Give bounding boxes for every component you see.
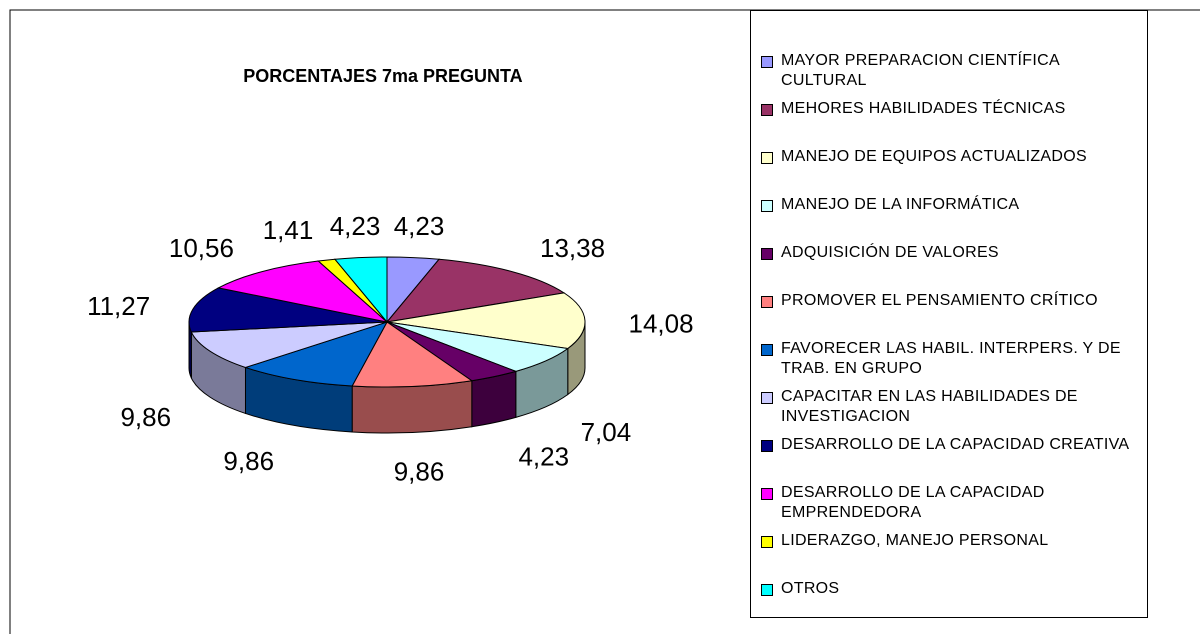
legend-swatch xyxy=(761,152,773,164)
data-label: 7,04 xyxy=(581,417,632,447)
legend-swatch xyxy=(761,200,773,212)
legend-label: DESARROLLO DE LA CAPACIDAD EMPRENDEDORA xyxy=(781,484,1045,521)
slice xyxy=(243,321,389,387)
legend-label: LIDERAZGO, MANEJO PERSONAL xyxy=(781,532,1049,549)
legend-label: ADQUISICIÓN DE VALORES xyxy=(781,244,999,261)
legend-label: MANEJO DE LA INFORMÁTICA xyxy=(781,196,1020,213)
legend-label: DESARROLLO DE LA CAPACIDAD CREATIVA xyxy=(781,436,1130,453)
legend-item: OTROS xyxy=(759,579,1149,599)
data-label: 14,08 xyxy=(629,309,694,339)
slice xyxy=(190,321,388,368)
legend-label: MANEJO DE EQUIPOS ACTUALIZADOS xyxy=(781,148,1087,165)
legend-label: MAYOR PREPARACION CIENTÍFICA CULTURAL xyxy=(781,52,1060,89)
data-label: 9,86 xyxy=(223,446,274,476)
legend-item: CAPACITAR EN LAS HABILIDADES DE INVESTIG… xyxy=(759,387,1149,427)
legend-label: FAVORECER LAS HABIL. INTERPERS. Y DE TRA… xyxy=(781,340,1121,377)
legend-label: MEHORES HABILIDADES TÉCNICAS xyxy=(781,100,1066,117)
chart-title: PORCENTAJES 7ma PREGUNTA xyxy=(243,66,522,86)
legend-item: DESARROLLO DE LA CAPACIDAD CREATIVA xyxy=(759,435,1149,455)
legend-swatch xyxy=(761,536,773,548)
legend-swatch xyxy=(761,248,773,260)
legend-item: MEHORES HABILIDADES TÉCNICAS xyxy=(759,99,1149,119)
legend-swatch xyxy=(761,104,773,116)
legend-item: DESARROLLO DE LA CAPACIDAD EMPRENDEDORA xyxy=(759,483,1149,523)
legend-item: LIDERAZGO, MANEJO PERSONAL xyxy=(759,531,1149,551)
data-label: 9,86 xyxy=(394,457,445,487)
slice xyxy=(351,321,474,388)
legend: MAYOR PREPARACION CIENTÍFICA CULTURAL MEH… xyxy=(750,10,1148,618)
legend-swatch xyxy=(761,488,773,500)
data-label: 13,38 xyxy=(540,233,605,263)
data-label: 4,23 xyxy=(330,211,381,241)
legend-swatch xyxy=(761,392,773,404)
data-label: 9,86 xyxy=(120,402,171,432)
legend-item: PROMOVER EL PENSAMIENTO CRÍTICO xyxy=(759,291,1149,311)
data-label: 10,56 xyxy=(169,233,234,263)
data-label: 4,23 xyxy=(394,211,445,241)
legend-label: OTROS xyxy=(781,580,840,597)
slice xyxy=(334,256,388,324)
legend-label: CAPACITAR EN LAS HABILIDADES DE INVESTIG… xyxy=(781,388,1078,425)
slice xyxy=(188,287,388,333)
legend-swatch xyxy=(761,344,773,356)
data-label: 11,27 xyxy=(87,291,150,321)
legend-swatch xyxy=(761,56,773,68)
legend-item: ADQUISICIÓN DE VALORES xyxy=(759,243,1149,263)
slice xyxy=(386,292,586,350)
legend-swatch xyxy=(761,440,773,452)
slice xyxy=(217,260,389,323)
legend-swatch xyxy=(761,584,773,596)
slice-side xyxy=(351,380,473,434)
legend-item: MANEJO DE EQUIPOS ACTUALIZADOS xyxy=(759,147,1149,167)
slice xyxy=(385,258,566,323)
legend-swatch xyxy=(761,296,773,308)
legend-label: PROMOVER EL PENSAMIENTO CRÍTICO xyxy=(781,292,1098,309)
legend-item: MANEJO DE LA INFORMÁTICA xyxy=(759,195,1149,215)
legend-item: MAYOR PREPARACION CIENTÍFICA CULTURAL xyxy=(759,51,1149,91)
legend-item: FAVORECER LAS HABIL. INTERPERS. Y DE TRA… xyxy=(759,339,1149,379)
data-label: 1,41 xyxy=(263,215,314,245)
data-label: 4,23 xyxy=(518,441,569,471)
